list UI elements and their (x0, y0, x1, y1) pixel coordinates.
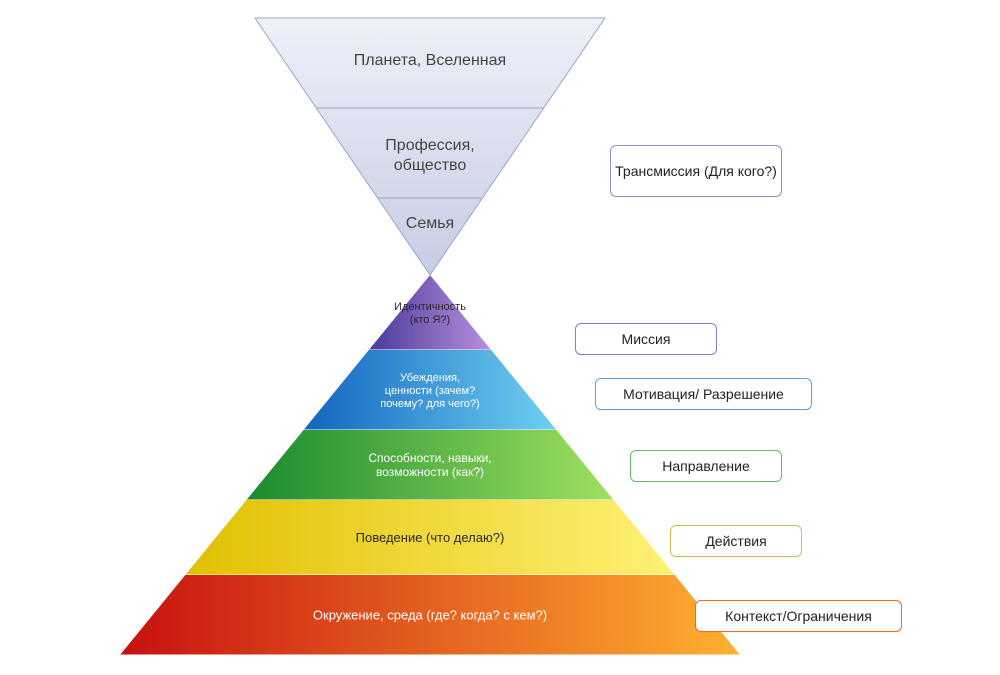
top-inverted-pyramid: Планета, ВселеннаяПрофессия,обществоСемь… (255, 18, 605, 275)
callout-5: Контекст/Ограничения (695, 600, 902, 632)
callout-1: Миссия (575, 323, 717, 355)
callout-4: Действия (670, 525, 802, 557)
bottom-level-4-label: Окружение, среда (где? когда? с кем?) (313, 608, 547, 623)
callout-3: Направление (630, 450, 782, 482)
bottom-level-2-label: Способности, навыки,возможности (как?) (368, 451, 491, 479)
bottom-level-3-label: Поведение (что делаю?) (356, 530, 505, 545)
top-level-2-label: Семья (406, 215, 454, 232)
callout-2: Мотивация/ Разрешение (595, 378, 812, 410)
logical-levels-diagram: Планета, ВселеннаяПрофессия,обществоСемь… (0, 0, 1000, 675)
callout-0: Трансмиссия (Для кого?) (610, 145, 782, 197)
top-level-0-label: Планета, Вселенная (354, 52, 506, 69)
